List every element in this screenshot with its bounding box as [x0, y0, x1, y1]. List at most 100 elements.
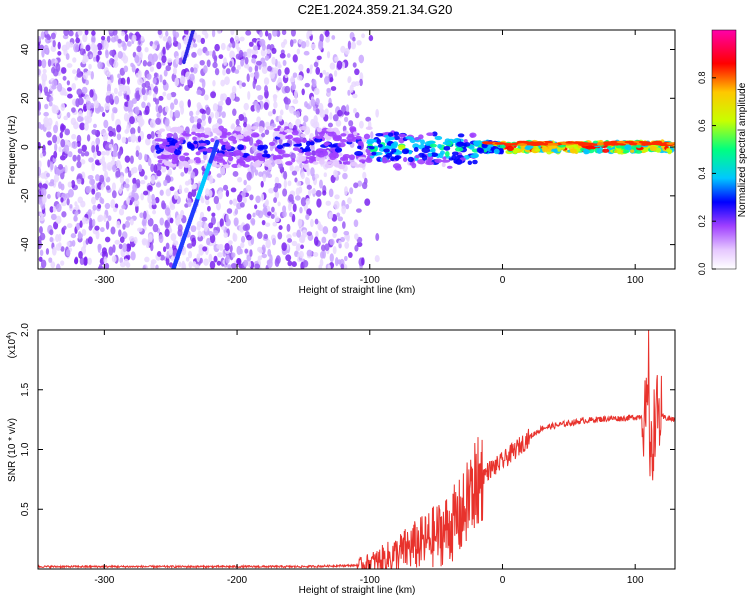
x-tick-label: 0: [500, 275, 506, 286]
noise-cell: [306, 231, 313, 236]
noise-cell: [144, 105, 150, 115]
noise-cell: [220, 166, 226, 176]
noise-cell: [72, 154, 77, 162]
noise-cell: [235, 53, 241, 60]
noise-cell: [221, 111, 226, 119]
signal-cell: [444, 150, 450, 157]
noise-cell: [108, 246, 114, 256]
noise-cell: [349, 187, 354, 195]
noise-cell: [291, 213, 296, 223]
noise-cell: [113, 144, 118, 153]
signal-cell: [332, 135, 342, 142]
noise-cell: [232, 198, 238, 206]
noise-cell: [61, 211, 67, 218]
noise-cell: [231, 123, 236, 130]
noise-cell: [164, 228, 170, 237]
colorbar: 0.0 0.2 0.4 0.6 0.8 Normalized spectral ampl…: [697, 29, 748, 275]
noise-cell: [187, 178, 192, 185]
noise-cell: [189, 110, 194, 117]
noise-cell: [127, 100, 134, 109]
noise-cell: [146, 133, 152, 140]
signal-cell: [292, 147, 300, 151]
noise-cell: [248, 66, 253, 73]
peak-cell: [658, 142, 668, 146]
noise-cell: [93, 44, 98, 53]
noise-cell: [91, 145, 96, 153]
signal-cell: [251, 162, 260, 166]
noise-cell: [220, 79, 226, 87]
peak-cell: [577, 143, 589, 146]
noise-cell: [361, 257, 365, 266]
noise-cell: [46, 35, 52, 41]
signal-cell: [357, 145, 362, 150]
signal-cell: [326, 161, 333, 165]
noise-cell: [79, 220, 83, 228]
noise-cell: [288, 105, 292, 112]
noise-cell: [254, 263, 261, 269]
signal-cell: [421, 147, 431, 154]
noise-cell: [85, 118, 90, 125]
y-tick-label: -40: [20, 237, 31, 252]
noise-cell: [305, 197, 311, 205]
y-tick-label: 40: [20, 44, 31, 56]
noise-cell: [115, 170, 121, 178]
noise-cell: [327, 264, 331, 269]
signal-cell: [273, 156, 279, 161]
noise-cell: [155, 264, 159, 269]
noise-cell: [57, 51, 62, 56]
noise-cell: [230, 30, 235, 36]
noise-cell: [63, 225, 67, 231]
noise-cell: [320, 251, 325, 259]
signal-cell: [215, 152, 225, 158]
colorbar-ticks: 0.0 0.2 0.4 0.6 0.8: [697, 72, 716, 275]
signal-cell: [441, 159, 451, 163]
snr-background: [38, 330, 675, 569]
noise-cell: [236, 37, 240, 42]
noise-cell: [125, 243, 132, 252]
x-tick-label: 0: [500, 575, 506, 586]
noise-cell: [362, 171, 367, 180]
noise-cell: [109, 57, 115, 66]
noise-cell: [73, 258, 79, 265]
noise-cell: [100, 35, 106, 41]
signal-cell: [334, 147, 343, 153]
noise-cell: [258, 171, 263, 177]
noise-cell: [225, 254, 230, 264]
noise-cell: [94, 159, 100, 166]
noise-cell: [359, 72, 364, 82]
noise-cell: [279, 109, 284, 116]
signal-cell: [349, 126, 357, 132]
signal-cell: [366, 138, 376, 143]
noise-cell: [175, 55, 180, 65]
noise-cell: [95, 144, 99, 153]
signal-cell: [191, 127, 196, 133]
signal-cell: [173, 149, 182, 156]
noise-cell: [103, 40, 109, 50]
noise-cell: [108, 130, 114, 137]
signal-cell: [634, 150, 643, 154]
peak-cell: [610, 143, 618, 146]
noise-cell: [223, 232, 228, 238]
signal-cell: [310, 141, 315, 146]
signal-cell: [429, 143, 437, 148]
x-tick-label: -200: [227, 575, 247, 586]
noise-cell: [40, 187, 47, 197]
noise-cell: [52, 205, 57, 213]
peak-cell: [638, 141, 651, 144]
signal-cell: [171, 158, 177, 165]
noise-cell: [272, 221, 278, 227]
noise-cell: [311, 78, 317, 88]
noise-cell: [243, 179, 247, 186]
noise-cell: [203, 222, 209, 232]
noise-cell: [235, 40, 239, 50]
noise-cell: [68, 42, 74, 48]
noise-cell: [85, 79, 89, 86]
noise-cell: [235, 118, 240, 126]
noise-cell: [311, 150, 316, 157]
noise-cell: [49, 206, 54, 213]
signal-cell: [442, 141, 452, 146]
noise-cell: [153, 72, 158, 78]
noise-cell: [126, 41, 132, 47]
signal-cell: [388, 136, 395, 141]
